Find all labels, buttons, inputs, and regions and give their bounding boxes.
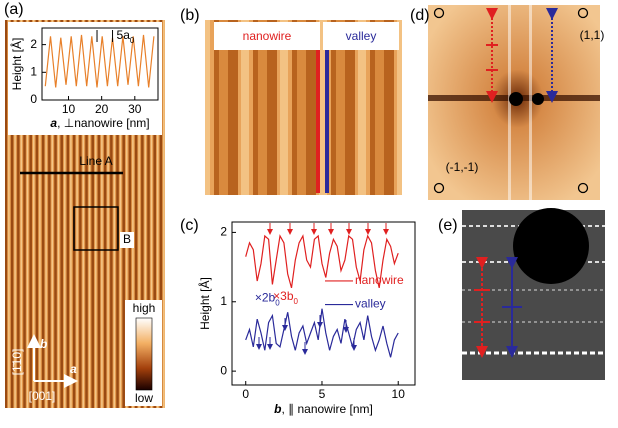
figure: Line A B high low b a [1̄10] [001] (a) n… [0,0,618,428]
colorbar [136,318,152,390]
fft-spot [532,93,544,105]
panel-label: (d) [410,7,430,24]
x-axis-label: b, ∥ nanowire [nm] [274,402,373,416]
series-line [246,309,399,358]
annotation-sub: 0 [294,297,299,306]
annotation-main: 5a [117,28,131,42]
direction-vertical: [1̄10] [10,349,24,376]
y-tick-label: 0 [220,363,227,377]
x-axis-text: , ∥ nanowire [nm] [281,402,372,416]
colorbar-low: low [135,391,153,405]
y-tick-label: 1 [30,64,37,78]
y-tick-label: 1 [220,294,227,308]
x-tick-label: 30 [128,102,142,116]
annotation-sub: 0 [130,36,135,45]
panel-label: (b) [180,7,200,24]
spot-label: (-1,-1) [446,160,479,174]
box-b-label: B [123,232,131,246]
axis-b-label: b [40,337,47,351]
line-a-label: Line A [79,154,112,168]
panel-label: (c) [180,217,199,234]
annotation-sub: 0 [275,298,280,307]
peak-arrows [270,223,386,232]
y-axis-label: Height [Å] [9,38,24,91]
x-axis-text: , ⊥nanowire [nm] [57,116,150,130]
x-tick-label: 0 [242,387,249,401]
valley-label: valley [346,29,377,43]
fft-spot [509,92,523,106]
x-axis-variable: b [274,402,281,416]
colorbar-high: high [133,301,156,315]
y-axis-label: Height [Å] [197,277,212,330]
panel-label: (a) [4,1,24,18]
spot-label: (1,1) [580,28,605,42]
legend-label: valley [355,297,386,311]
x-axis-label: a, ⊥nanowire [nm] [50,116,149,130]
x-tick-label: 10 [62,102,76,116]
y-tick-label: 2 [220,225,227,239]
nanowire-label: nanowire [243,29,292,43]
panel-label: (e) [438,217,458,234]
legend-label: nanowire [355,273,404,287]
axis-a-label: a [70,362,77,376]
electron-gun-shadow [513,208,589,284]
x-tick-label: 20 [95,102,109,116]
x-tick-label: 10 [392,387,406,401]
fft-streak [529,5,532,200]
direction-horizontal: [001] [29,389,56,403]
y-tick-label: 2 [30,37,37,51]
x-tick-label: 5 [319,387,326,401]
annotation-main: ×2b [255,290,276,304]
y-tick-label: 0 [30,92,37,106]
